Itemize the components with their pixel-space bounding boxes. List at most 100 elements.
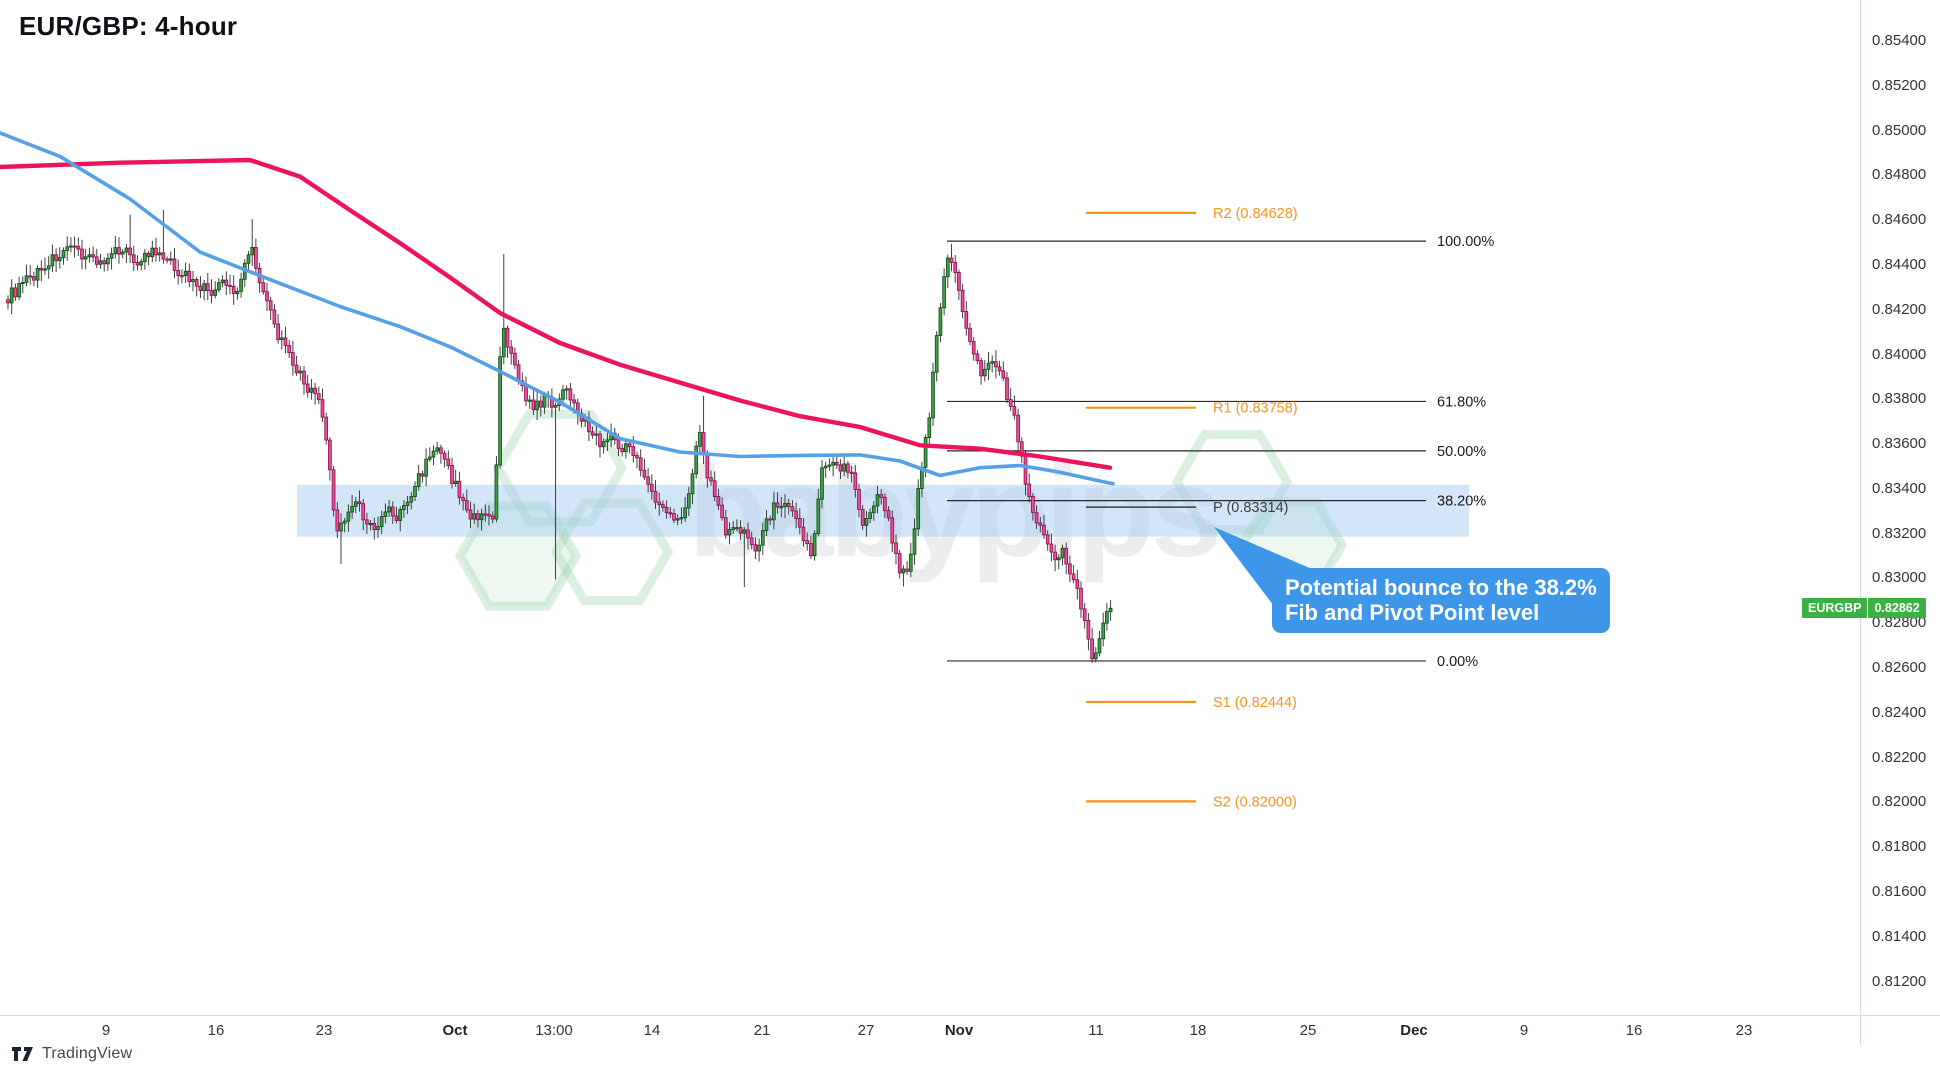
candle-down bbox=[316, 393, 321, 401]
candle-up bbox=[927, 417, 932, 438]
candle-down bbox=[194, 279, 199, 287]
candle-up bbox=[50, 254, 55, 267]
candle-up bbox=[220, 279, 225, 284]
price-tick-label: 0.81600 bbox=[1872, 883, 1927, 900]
candle-down bbox=[13, 287, 18, 298]
candle-up bbox=[990, 361, 995, 364]
time-tick-label: 9 bbox=[101, 1022, 111, 1039]
candle-up bbox=[594, 433, 599, 436]
price-tick-label: 0.82400 bbox=[1872, 704, 1927, 721]
time-tick-label: Dec bbox=[1400, 1022, 1428, 1039]
candle-down bbox=[971, 340, 976, 355]
candle-down bbox=[1001, 370, 1006, 379]
candle-down bbox=[768, 518, 773, 521]
candle-down bbox=[1031, 496, 1035, 514]
last-price-symbol: EURGBP bbox=[1808, 601, 1862, 615]
candle-down bbox=[838, 464, 843, 472]
price-tick-label: 0.84800 bbox=[1872, 166, 1927, 183]
candle-up bbox=[57, 257, 62, 262]
candlestick-series[interactable] bbox=[6, 245, 1113, 660]
candle-down bbox=[960, 289, 965, 312]
annotation-callout[interactable]: Potential bounce to the 38.2% Fib and Pi… bbox=[1272, 568, 1610, 633]
chart-canvas[interactable]: babypips100.00%61.80%50.00%38.20%0.00%R2… bbox=[0, 0, 1860, 1015]
candle-up bbox=[202, 283, 206, 291]
candle-down bbox=[786, 502, 791, 508]
ma-line-pink[interactable] bbox=[0, 157, 1113, 470]
candle-down bbox=[291, 352, 295, 366]
candle-down bbox=[701, 432, 706, 454]
pivot-points[interactable]: R2 (0.84628) R1 (0.83758) P (0.83314) S1 (0… bbox=[1086, 206, 1298, 810]
candle-up bbox=[553, 405, 558, 408]
candle-up bbox=[87, 254, 92, 258]
price-chart-svg[interactable]: babypips100.00%61.80%50.00%38.20%0.00%R2… bbox=[0, 0, 1860, 1015]
candle-down bbox=[1012, 405, 1017, 416]
candle-down bbox=[642, 469, 647, 478]
candle-down bbox=[886, 510, 891, 519]
candle-down bbox=[620, 447, 625, 453]
candle-up bbox=[387, 506, 391, 513]
candle-up bbox=[1105, 611, 1109, 624]
candle-down bbox=[975, 353, 980, 362]
time-axis[interactable]: 9 16 23 Oct 13:00 14 21 27 Nov 11 18 25 Dec 9 16 23 bbox=[0, 1016, 1860, 1046]
candle-up bbox=[1093, 652, 1098, 660]
candle-up bbox=[735, 527, 739, 530]
ma-line-blue[interactable] bbox=[0, 131, 1115, 486]
pivot-level-label-S2: S2 (0.82000) bbox=[1213, 794, 1297, 810]
price-axis-border bbox=[1860, 0, 1861, 1045]
time-tick-label: 23 bbox=[315, 1022, 333, 1039]
candle-up bbox=[827, 464, 832, 467]
candle-down bbox=[649, 483, 654, 492]
candle-down bbox=[324, 416, 329, 441]
candle-down bbox=[261, 282, 266, 293]
price-axis[interactable]: 0.85400 0.85200 0.85000 0.84800 0.84600 0.844… bbox=[1861, 0, 1940, 1015]
candle-up bbox=[346, 511, 351, 522]
candle-down bbox=[198, 285, 203, 291]
highlight-band[interactable] bbox=[297, 484, 1469, 537]
candle-down bbox=[165, 258, 169, 261]
candle-down bbox=[849, 471, 854, 474]
candle-down bbox=[320, 399, 325, 418]
candle-down bbox=[54, 254, 58, 262]
fib-retracement[interactable]: 100.00% 61.80% 50.00% 38.20% 0.00% bbox=[947, 234, 1494, 670]
page-title: EUR/GBP: 4-hour bbox=[19, 11, 238, 41]
candle-up bbox=[402, 505, 406, 511]
candle-down bbox=[1023, 455, 1028, 485]
candle-down bbox=[712, 480, 717, 497]
candle-down bbox=[464, 499, 469, 511]
candle-down bbox=[716, 496, 721, 506]
price-tick-label: 0.84600 bbox=[1872, 211, 1927, 228]
candle-up bbox=[527, 399, 532, 402]
candle-up bbox=[413, 486, 417, 498]
candle-up bbox=[942, 276, 946, 309]
candle-down bbox=[1008, 399, 1013, 407]
tradingview-logo[interactable]: TradingView bbox=[12, 1045, 132, 1063]
candle-down bbox=[635, 454, 639, 459]
candle-up bbox=[986, 362, 991, 370]
candle-down bbox=[509, 346, 514, 354]
candle-down bbox=[1016, 414, 1020, 443]
candle-down bbox=[627, 443, 632, 448]
candle-down bbox=[964, 311, 969, 329]
price-tick-label: 0.81200 bbox=[1872, 973, 1927, 990]
candle-up bbox=[120, 251, 125, 255]
candle-up bbox=[405, 501, 410, 507]
candle-up bbox=[98, 260, 103, 265]
pivot-level-label-P: P (0.83314) bbox=[1213, 500, 1289, 516]
candle-down bbox=[746, 529, 750, 539]
candle-up bbox=[350, 505, 354, 513]
candle-down bbox=[80, 248, 84, 260]
candle-down bbox=[572, 399, 576, 404]
candle-down bbox=[994, 361, 998, 368]
price-tick-label: 0.84400 bbox=[1872, 256, 1927, 273]
candle-up bbox=[945, 257, 950, 278]
candle-up bbox=[479, 513, 484, 521]
candle-up bbox=[601, 441, 606, 448]
fib-level-label: 50.00% bbox=[1437, 444, 1486, 460]
candle-up bbox=[820, 467, 824, 500]
candle-down bbox=[957, 272, 961, 291]
time-tick-label: Oct bbox=[442, 1022, 468, 1039]
candle-down bbox=[905, 568, 909, 572]
candle-up bbox=[157, 252, 162, 256]
candle-up bbox=[398, 509, 403, 521]
